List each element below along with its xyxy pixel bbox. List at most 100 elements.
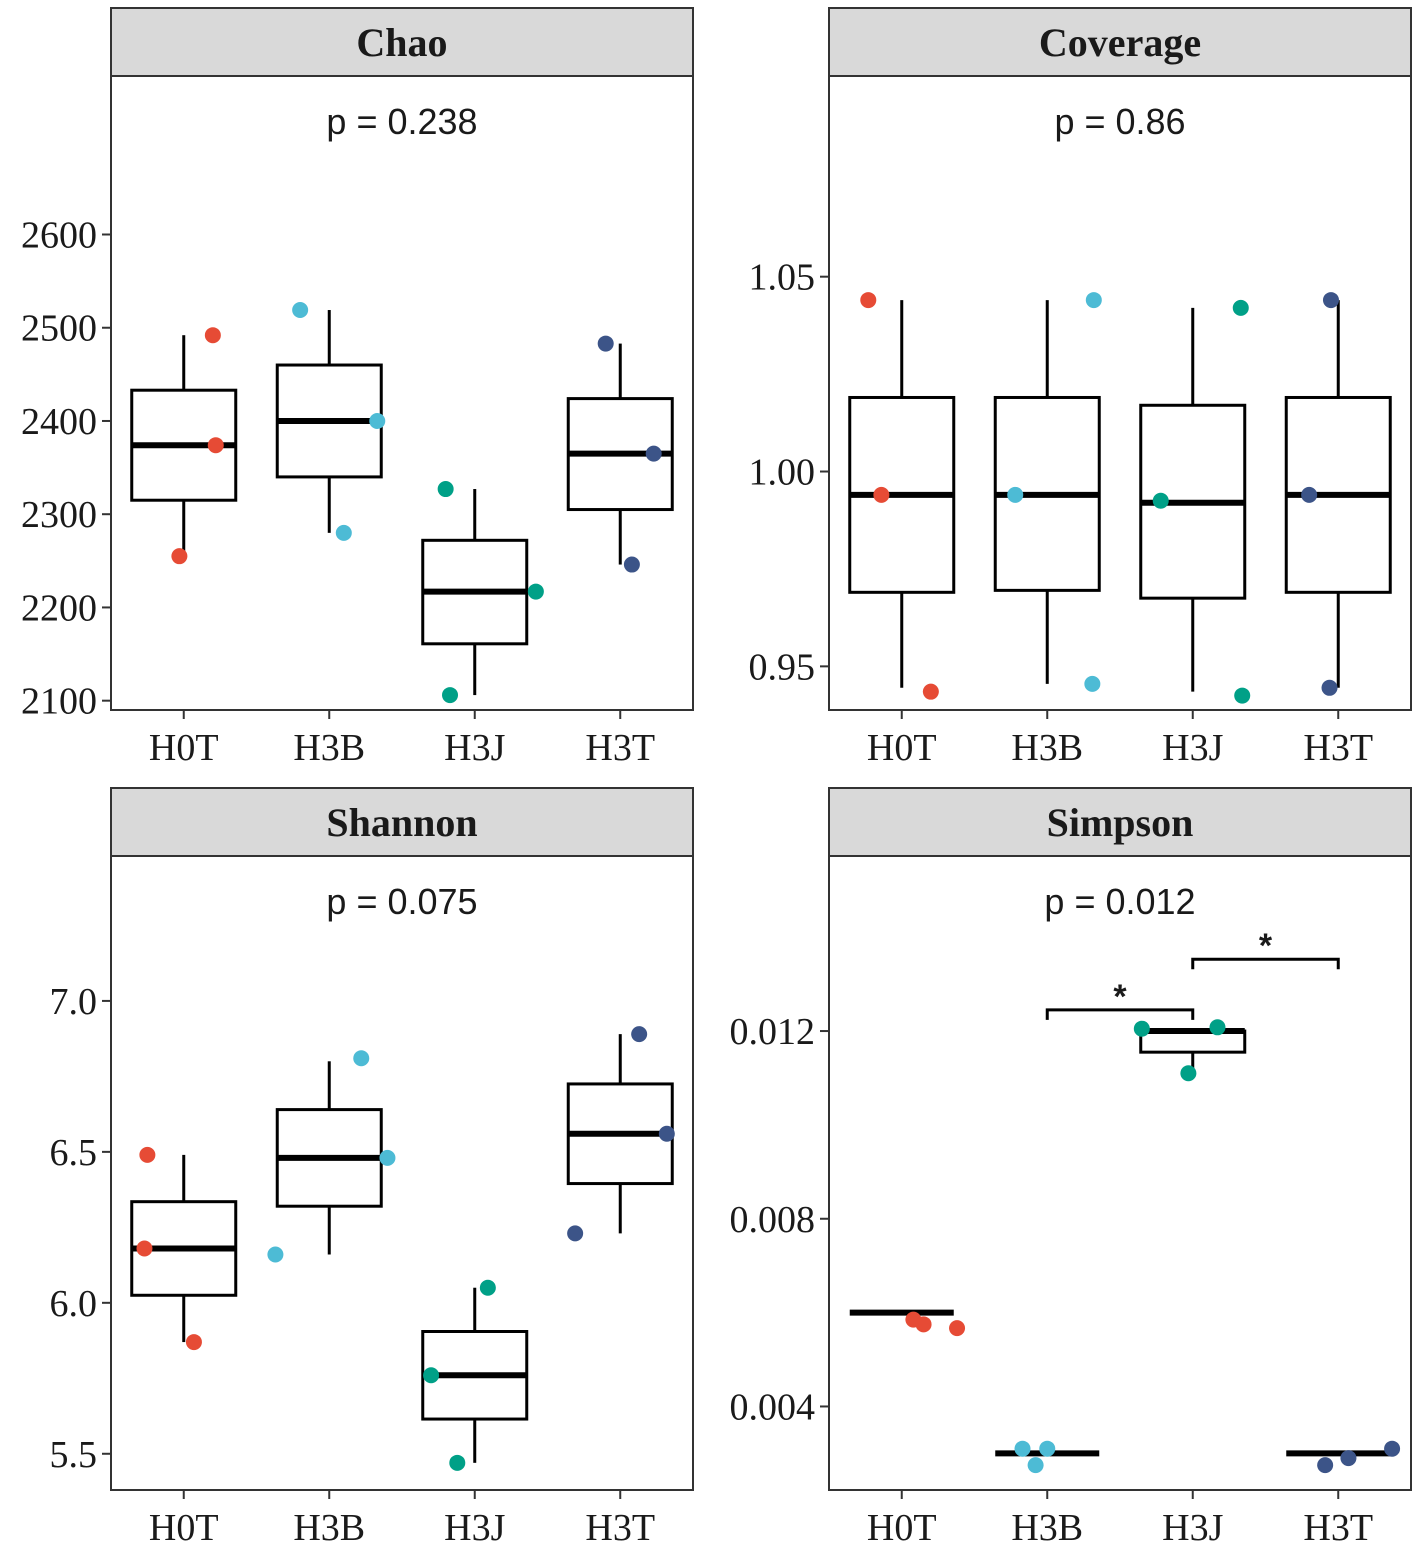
data-point-h3j	[527, 583, 544, 600]
data-point-h3b	[379, 1149, 396, 1166]
box-h3t	[566, 1034, 674, 1234]
data-point-h3t	[597, 335, 614, 352]
data-point-h3j	[1232, 299, 1249, 316]
data-point-h0t	[860, 292, 877, 309]
data-point-h3t	[1384, 1440, 1401, 1457]
x-tick-label: H3T	[585, 727, 655, 769]
panel-chao: Chao p = 0.238 2100 2200 2300 2400 2500 2600 H0T…	[21, 7, 694, 769]
box-h0t	[848, 300, 956, 688]
plot-panel	[828, 855, 1412, 1491]
x-tick-label: H3J	[1162, 1507, 1223, 1549]
data-point-h3t	[623, 556, 640, 573]
data-point-h3t	[1340, 1450, 1357, 1467]
data-point-h3b	[1084, 675, 1101, 692]
x-tick-label: H0T	[867, 1507, 937, 1549]
data-point-h3j	[1234, 687, 1251, 704]
facet-title: Coverage	[1039, 20, 1201, 65]
data-point-h3b	[1085, 292, 1102, 309]
box-h3b	[275, 1061, 383, 1255]
data-point-h0t	[136, 1240, 153, 1257]
data-point-h3b	[353, 1050, 370, 1067]
p-value-label: p = 0.238	[326, 101, 477, 142]
y-tick-label: 6.0	[50, 1283, 98, 1325]
x-tick-label: H3J	[1162, 727, 1223, 769]
x-tick-label: H3B	[1011, 1507, 1083, 1549]
x-tick-label: H3T	[1303, 1507, 1373, 1549]
y-tick-label: 6.5	[50, 1132, 98, 1174]
data-point-h3t	[631, 1026, 648, 1043]
data-point-h3t	[1321, 679, 1338, 696]
facet-strip	[110, 7, 694, 77]
y-tick-label: 0.004	[730, 1386, 816, 1428]
data-point-h3t	[645, 445, 662, 462]
data-point-h3b	[1007, 486, 1024, 503]
data-point-h3b	[1027, 1457, 1044, 1474]
x-tick-label: H0T	[867, 727, 937, 769]
plot-panel	[828, 75, 1412, 711]
x-tick-label: H0T	[149, 1507, 219, 1549]
data-point-h3j	[1133, 1020, 1150, 1037]
data-point-h0t	[873, 486, 890, 503]
facet-title: Simpson	[1047, 800, 1194, 845]
y-tick-label: 1.05	[749, 257, 816, 299]
y-tick-label: 0.008	[730, 1199, 816, 1241]
data-point-h0t	[139, 1146, 156, 1163]
panel-shannon: Shannon p = 0.075 5.5 6.0 6.5 7.0 H0T H3B H3J H3T	[50, 787, 694, 1549]
box-h3j	[1139, 1028, 1247, 1074]
facet-strip	[828, 7, 1412, 77]
data-point-h3t	[658, 1125, 675, 1142]
x-tick-label: H3B	[293, 727, 365, 769]
data-point-h0t	[949, 1320, 966, 1337]
box-h3j	[421, 489, 529, 696]
y-tick-label: 1.00	[749, 452, 816, 494]
facet-title: Shannon	[326, 800, 477, 845]
data-point-h0t	[207, 437, 224, 454]
box-h3j	[421, 1287, 529, 1463]
panel-simpson: Simpson p = 0.012 0.004 0.008 0.012 H0T H3B H3J…	[730, 787, 1412, 1549]
p-value-label: p = 0.86	[1054, 101, 1185, 142]
data-point-h3j	[423, 1367, 440, 1384]
facet-title: Chao	[356, 20, 447, 65]
data-point-h3j	[1209, 1019, 1226, 1036]
panel-coverage: Coverage p = 0.86 0.95 1.00 1.05 H0T H3B H3J H3T	[749, 7, 1412, 769]
box-body	[1139, 1029, 1247, 1054]
data-point-h0t	[185, 1334, 202, 1351]
data-point-h3t	[1317, 1457, 1334, 1474]
y-tick-label: 0.012	[730, 1011, 816, 1053]
x-tick-label: H3J	[444, 1507, 505, 1549]
x-tick-label: H3B	[293, 1507, 365, 1549]
data-point-h3b	[335, 524, 352, 541]
x-tick-label: H3T	[1303, 727, 1373, 769]
x-tick-label: H3T	[585, 1507, 655, 1549]
x-tick-label: H3J	[444, 727, 505, 769]
significance-bracket	[1191, 957, 1340, 970]
facet-strip	[110, 787, 694, 857]
data-point-h3t	[567, 1225, 584, 1242]
data-point-h3j	[479, 1279, 496, 1296]
x-tick-label: H3B	[1011, 727, 1083, 769]
y-tick-label: 2100	[21, 681, 97, 723]
y-tick-label: 2200	[21, 587, 97, 629]
data-point-h3b	[292, 302, 309, 319]
data-point-h3j	[1152, 492, 1169, 509]
significance-star: *	[1259, 927, 1273, 965]
x-tick-label: H0T	[149, 727, 219, 769]
y-tick-label: 2400	[21, 401, 97, 443]
data-point-h3j	[437, 481, 454, 498]
data-point-h3j	[449, 1454, 466, 1471]
p-value-label: p = 0.012	[1044, 881, 1195, 922]
y-tick-label: 2600	[21, 215, 97, 257]
box-h3b	[275, 310, 383, 533]
p-value-label: p = 0.075	[326, 881, 477, 922]
y-tick-label: 5.5	[50, 1434, 98, 1476]
data-point-h0t	[915, 1316, 932, 1333]
y-tick-label: 7.0	[50, 981, 98, 1023]
facet-strip	[828, 787, 1412, 857]
significance-bracket	[1045, 1008, 1195, 1020]
data-point-h0t	[922, 683, 939, 700]
data-point-h0t	[171, 548, 188, 565]
data-point-h3b	[267, 1246, 284, 1263]
data-point-h3j	[442, 687, 459, 704]
y-tick-label: 2300	[21, 494, 97, 536]
